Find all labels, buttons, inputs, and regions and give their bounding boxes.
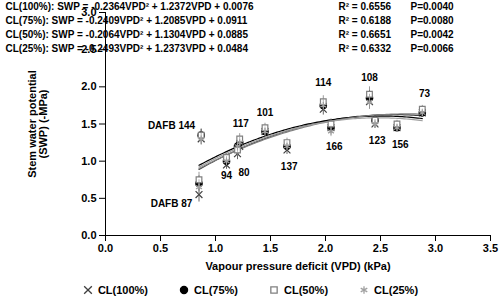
- svg-text:117: 117: [233, 118, 250, 129]
- svg-text:73: 73: [419, 88, 431, 99]
- svg-text:R² = 0.6332: R² = 0.6332: [339, 43, 392, 54]
- svg-text:0.5: 0.5: [153, 242, 168, 254]
- svg-text:DAFB 87: DAFB 87: [151, 198, 193, 209]
- svg-text:80: 80: [239, 167, 251, 178]
- svg-text:94: 94: [221, 170, 233, 181]
- svg-text:2.0: 2.0: [318, 242, 333, 254]
- html-text:CL(50%): CL(50%): [284, 283, 329, 296]
- svg-text:0.0: 0.0: [81, 229, 96, 241]
- svg-text:CL(100%): SWP = -0.2364VPD² +: CL(100%): SWP = -0.2364VPD² + 1.2372VPD …: [6, 1, 254, 12]
- svg-text:1.0: 1.0: [81, 155, 96, 167]
- svg-text:R² = 0.6188: R² = 0.6188: [339, 15, 392, 26]
- svg-text:0.0: 0.0: [98, 242, 113, 254]
- svg-text:P=0.0040: P=0.0040: [411, 1, 455, 12]
- html-text:CL(25%): CL(25%): [374, 283, 419, 296]
- svg-text:3.0: 3.0: [428, 242, 443, 254]
- svg-text:CL(50%): SWP = -0.2064VPD² + 1: CL(50%): SWP = -0.2064VPD² + 1.1304VPD +…: [6, 29, 249, 40]
- svg-text:108: 108: [361, 72, 378, 83]
- svg-text:P=0.0080: P=0.0080: [411, 15, 455, 26]
- svg-text:1.5: 1.5: [81, 118, 96, 130]
- svg-text:Stem water potential(SWP) (-MP: Stem water potential(SWP) (-MPa): [26, 70, 49, 178]
- svg-text:P=0.0042: P=0.0042: [411, 29, 455, 40]
- svg-text:123: 123: [369, 135, 386, 146]
- svg-text:CL(25%): SWP = -0.2493VPD² + 1: CL(25%): SWP = -0.2493VPD² + 1.2373VPD +…: [6, 43, 249, 54]
- svg-text:166: 166: [326, 141, 343, 152]
- svg-text:2.5: 2.5: [373, 242, 388, 254]
- svg-text:1.5: 1.5: [263, 242, 278, 254]
- html-text:CL(100%): CL(100%): [97, 283, 148, 296]
- svg-text:3.5: 3.5: [483, 242, 498, 254]
- svg-text:CL(75%): SWP = -0.2409VPD² + 1: CL(75%): SWP = -0.2409VPD² + 1.2085VPD +…: [6, 15, 248, 26]
- svg-text:R² = 0.6651: R² = 0.6651: [339, 29, 392, 40]
- svg-text:156: 156: [392, 139, 409, 150]
- svg-text:R² = 0.6556: R² = 0.6556: [339, 1, 392, 12]
- svg-text:DAFB 144: DAFB 144: [148, 120, 196, 131]
- svg-text:101: 101: [257, 107, 274, 118]
- svg-text:1.0: 1.0: [208, 242, 223, 254]
- svg-text:114: 114: [315, 77, 332, 88]
- svg-text:P=0.0066: P=0.0066: [411, 43, 455, 54]
- svg-text:2.0: 2.0: [81, 80, 96, 92]
- svg-text:Vapour pressure deficit (VPD): Vapour pressure deficit (VPD) (kPa): [205, 260, 391, 272]
- svg-text:137: 137: [281, 161, 298, 172]
- svg-text:0.5: 0.5: [81, 192, 96, 204]
- html-text:CL(75%): CL(75%): [194, 283, 238, 296]
